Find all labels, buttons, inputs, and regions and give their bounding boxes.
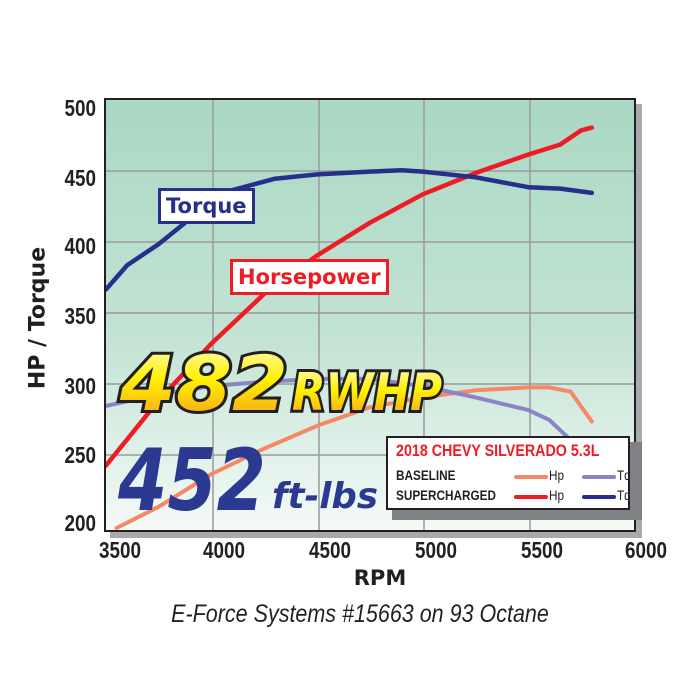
y-tick-300: 300 <box>64 373 96 399</box>
x-tick-4000: 4000 <box>203 537 245 563</box>
x-tick-5000: 5000 <box>415 537 457 563</box>
horsepower-curve-label: Horsepower <box>230 259 389 295</box>
legend: 2018 CHEVY SILVERADO 5.3L BASELINE Hp Tq… <box>386 436 631 510</box>
svg-text:482: 482 <box>119 339 288 428</box>
supercharged-tq-line <box>106 167 595 292</box>
svg-text:RWHP: RWHP <box>292 363 442 423</box>
legend-series-name: SUPERCHARGED <box>396 487 496 503</box>
x-tick-5500: 5500 <box>521 537 563 563</box>
x-tick-4500: 4500 <box>309 537 351 563</box>
y-tick-400: 400 <box>64 233 96 259</box>
peak-hp-callout: 482 RWHP <box>116 336 445 430</box>
peak-tq-callout: 452 ft-lbs <box>117 431 378 524</box>
supercharged-hp-line <box>106 125 595 468</box>
y-tick-250: 250 <box>64 442 96 468</box>
baseline-tq-swatch <box>582 475 616 479</box>
supercharged-tq-swatch <box>582 495 616 499</box>
svg-text:452: 452 <box>117 431 266 524</box>
supercharged-hp-swatch <box>514 495 548 499</box>
torque-curve-label: Torque <box>158 188 255 224</box>
legend-tq-label: Tq <box>617 467 631 483</box>
y-axis-label: HP / Torque <box>25 246 51 390</box>
baseline-hp-swatch <box>514 475 548 479</box>
x-axis-label: RPM <box>353 566 407 590</box>
legend-title: 2018 CHEVY SILVERADO 5.3L <box>396 441 600 460</box>
legend-hp-label: Hp <box>549 487 565 503</box>
legend-row-baseline: BASELINE Hp Tq <box>396 467 631 487</box>
baseline-hp-line <box>114 385 594 530</box>
legend-row-supercharged: SUPERCHARGED Hp Tq <box>396 487 631 507</box>
legend-series-name: BASELINE <box>396 467 456 483</box>
y-tick-200: 200 <box>64 510 96 536</box>
y-tick-450: 450 <box>64 165 96 191</box>
legend-hp-label: Hp <box>549 467 565 483</box>
svg-text:ft-lbs: ft-lbs <box>272 476 378 517</box>
x-tick-6000: 6000 <box>625 537 667 563</box>
legend-tq-label: Tq <box>617 487 631 503</box>
chart-caption: E-Force Systems #15663 on 93 Octane <box>171 600 549 628</box>
x-tick-3500: 3500 <box>99 537 141 563</box>
y-tick-500: 500 <box>64 95 96 121</box>
baseline-tq-line <box>106 376 573 442</box>
y-tick-350: 350 <box>64 303 96 329</box>
